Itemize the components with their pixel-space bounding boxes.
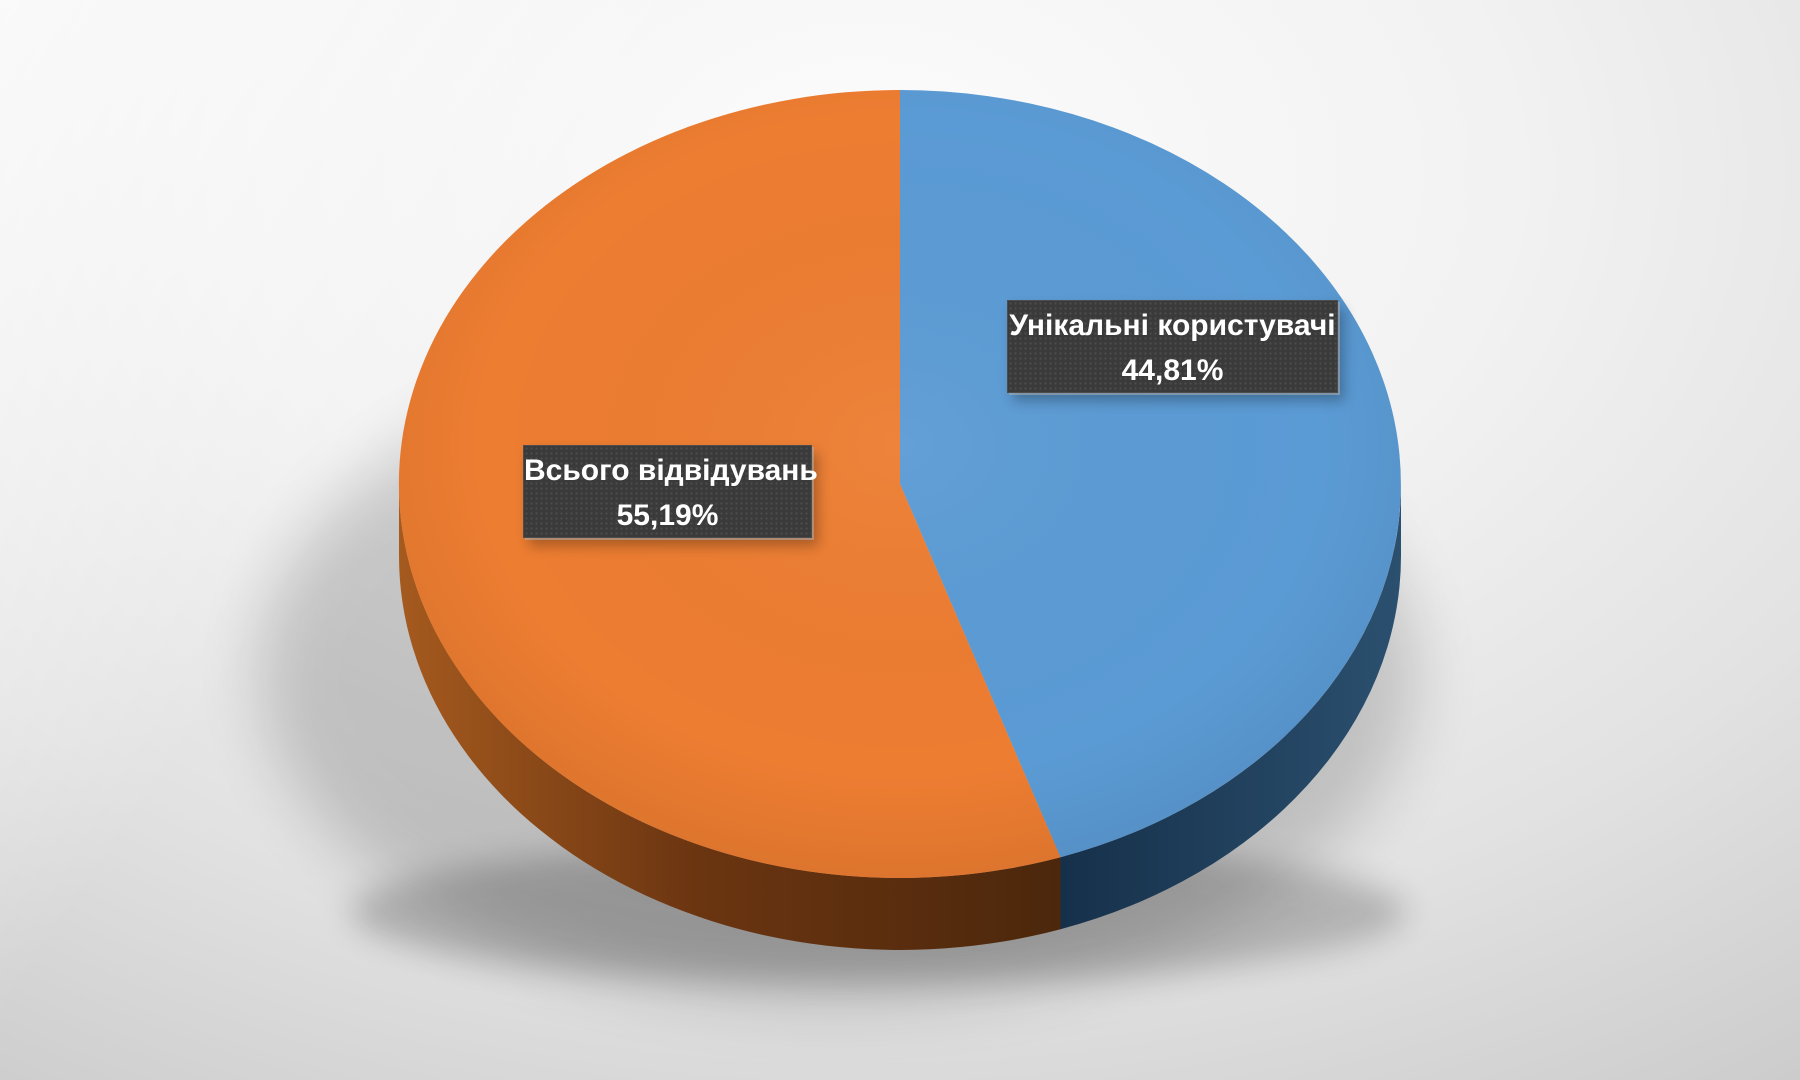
data-label-percent: 44,81% [1121,354,1224,387]
data-label-category: Всього відвідувань [524,454,818,487]
data-label-category: Унікальні користувачі [1009,309,1336,342]
data-label-total-visits[interactable]: Всього відвідувань 55,19% [523,445,818,538]
data-label-unique-users[interactable]: Унікальні користувачі 44,81% [1007,300,1338,393]
data-label-percent: 55,19% [616,499,719,532]
